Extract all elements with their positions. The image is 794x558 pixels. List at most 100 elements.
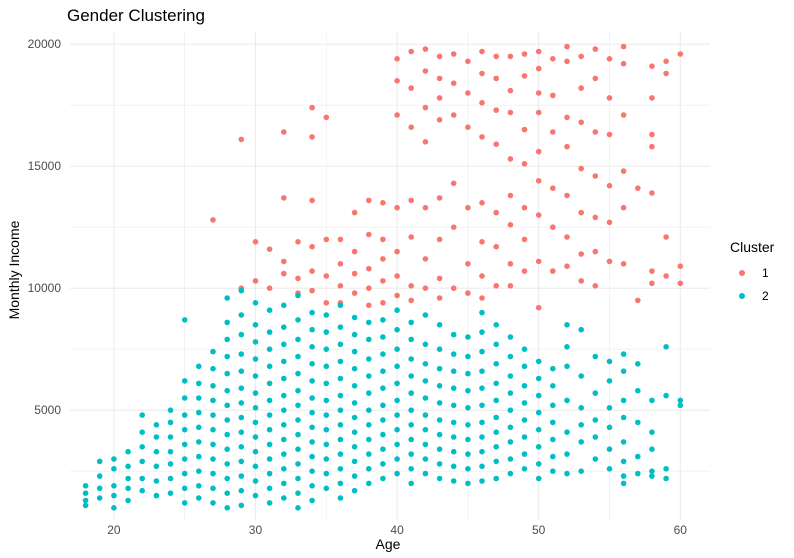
point-cluster-1 <box>436 295 443 301</box>
point-cluster-2 <box>252 322 259 328</box>
point-cluster-2 <box>578 405 584 411</box>
point-cluster-2 <box>535 358 542 365</box>
point-cluster-2 <box>281 358 287 365</box>
point-cluster-2 <box>422 426 429 433</box>
point-cluster-1 <box>309 287 315 294</box>
point-cluster-1 <box>564 263 570 270</box>
point-cluster-2 <box>606 466 613 472</box>
point-cluster-2 <box>238 331 245 338</box>
point-cluster-2 <box>210 365 216 372</box>
point-cluster-1 <box>479 48 485 55</box>
point-cluster-2 <box>238 287 245 294</box>
point-cluster-2 <box>521 346 528 353</box>
point-cluster-2 <box>394 441 400 448</box>
point-cluster-2 <box>196 495 202 501</box>
point-cluster-1 <box>592 214 599 221</box>
point-cluster-2 <box>252 419 259 426</box>
point-cluster-2 <box>125 448 131 455</box>
point-cluster-2 <box>436 322 443 328</box>
point-cluster-1 <box>663 58 669 65</box>
point-cluster-2 <box>196 380 202 387</box>
point-cluster-2 <box>620 351 627 357</box>
point-cluster-1 <box>535 65 542 72</box>
point-cluster-2 <box>181 395 188 401</box>
point-cluster-1 <box>422 46 429 52</box>
point-cluster-1 <box>649 131 655 138</box>
point-cluster-2 <box>408 407 415 414</box>
point-cluster-2 <box>82 497 89 504</box>
point-cluster-1 <box>550 185 556 191</box>
point-cluster-1 <box>450 285 457 292</box>
point-cluster-2 <box>181 317 188 323</box>
point-cluster-1 <box>408 297 415 304</box>
point-cluster-2 <box>96 458 103 465</box>
point-cluster-2 <box>606 446 613 453</box>
point-cluster-2 <box>323 380 330 387</box>
point-cluster-1 <box>493 107 500 113</box>
point-cluster-2 <box>139 412 145 418</box>
point-cluster-2 <box>153 463 160 470</box>
point-cluster-1 <box>620 43 627 50</box>
point-cluster-2 <box>422 470 429 477</box>
point-cluster-2 <box>111 466 117 472</box>
point-cluster-2 <box>281 480 287 487</box>
point-cluster-2 <box>535 409 542 416</box>
point-cluster-1 <box>337 236 344 243</box>
point-cluster-2 <box>620 439 627 445</box>
x-tick-label: 20 <box>107 523 121 537</box>
point-cluster-2 <box>252 339 259 345</box>
point-cluster-2 <box>323 363 330 370</box>
point-cluster-2 <box>408 422 415 428</box>
point-cluster-1 <box>281 129 287 135</box>
point-cluster-2 <box>649 446 655 453</box>
point-cluster-2 <box>337 407 344 414</box>
point-cluster-1 <box>479 239 485 245</box>
point-cluster-2 <box>380 368 386 375</box>
point-cluster-2 <box>295 446 301 453</box>
point-cluster-1 <box>663 273 669 279</box>
point-cluster-2 <box>167 419 174 426</box>
point-cluster-2 <box>479 434 485 440</box>
point-cluster-2 <box>351 414 358 421</box>
point-cluster-2 <box>181 456 188 462</box>
point-cluster-2 <box>210 383 216 389</box>
point-cluster-2 <box>252 463 259 470</box>
point-cluster-1 <box>493 75 500 82</box>
point-cluster-1 <box>521 204 528 211</box>
point-cluster-2 <box>479 463 485 470</box>
point-cluster-2 <box>507 470 514 477</box>
point-cluster-2 <box>535 461 542 467</box>
point-cluster-2 <box>479 368 485 375</box>
point-cluster-2 <box>550 383 556 389</box>
point-cluster-2 <box>436 475 443 482</box>
point-cluster-1 <box>465 58 471 65</box>
point-cluster-2 <box>96 485 103 492</box>
point-cluster-2 <box>295 336 301 343</box>
point-cluster-2 <box>309 378 315 384</box>
point-cluster-2 <box>465 436 471 443</box>
point-cluster-1 <box>408 124 415 130</box>
point-cluster-2 <box>408 480 415 487</box>
point-cluster-1 <box>450 51 457 57</box>
point-cluster-2 <box>252 405 259 411</box>
point-cluster-1 <box>408 283 415 289</box>
point-cluster-2 <box>380 475 386 482</box>
point-cluster-2 <box>535 475 542 482</box>
point-cluster-2 <box>238 351 245 357</box>
point-cluster-2 <box>436 400 443 406</box>
point-cluster-2 <box>394 307 400 314</box>
point-cluster-2 <box>606 424 613 431</box>
point-cluster-2 <box>309 497 315 504</box>
point-cluster-1 <box>366 231 372 238</box>
point-cluster-2 <box>125 485 131 492</box>
point-cluster-1 <box>564 58 570 65</box>
point-cluster-1 <box>649 280 655 287</box>
point-cluster-2 <box>677 397 684 404</box>
point-cluster-2 <box>635 387 641 394</box>
point-cluster-2 <box>111 505 117 511</box>
point-cluster-2 <box>663 344 669 350</box>
point-cluster-1 <box>550 56 556 62</box>
legend-label-1: 1 <box>762 266 769 280</box>
point-cluster-2 <box>550 436 556 443</box>
